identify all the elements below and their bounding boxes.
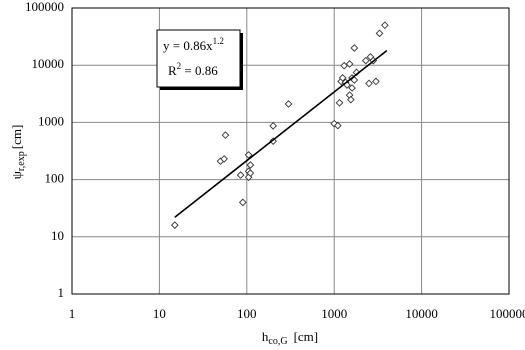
x-title-sub: co,G	[268, 336, 287, 347]
data-point	[333, 121, 342, 130]
data-point	[352, 68, 361, 77]
data-point	[361, 56, 370, 65]
data-point	[381, 21, 389, 30]
x-tick-label: 10	[153, 306, 166, 321]
x-tick-label: 10000	[405, 306, 438, 321]
annotation-sup: 2	[177, 61, 182, 71]
y-title-unit: [cm]	[9, 125, 24, 150]
x-title-main: h	[262, 329, 269, 344]
annotation-line: R2 = 0.86	[168, 61, 218, 78]
data-point	[375, 29, 384, 38]
data-point	[365, 79, 373, 88]
data-point	[335, 98, 344, 107]
y-title-main: ψ	[9, 171, 24, 179]
y-tick-label: 10000	[32, 56, 65, 71]
annotation-text: y = 0.86x	[163, 38, 213, 53]
x-title-unit: [cm]	[294, 329, 319, 344]
y-axis-title: ψr,exp[cm]	[9, 125, 27, 180]
x-tick-label: 100000	[490, 306, 525, 321]
data-point	[244, 151, 253, 159]
trend-line	[174, 49, 388, 218]
y-tick-label: 10	[51, 228, 64, 243]
data-point	[345, 60, 354, 68]
x-tick-label: 1000	[321, 306, 347, 321]
data-point	[348, 84, 356, 92]
data-point	[220, 155, 228, 163]
data-point	[170, 221, 179, 229]
data-point	[350, 76, 359, 84]
data-point	[372, 77, 380, 86]
data-point	[338, 74, 347, 82]
y-tick-label: 100000	[25, 0, 64, 14]
annotation-text: = 0.86	[181, 63, 218, 78]
data-point	[221, 131, 230, 139]
annotation-sup: 1.2	[213, 36, 224, 46]
annotation-line: y = 0.86x1.2	[163, 36, 224, 53]
plot-border	[71, 7, 510, 295]
data-point	[246, 169, 255, 177]
annotation-box	[156, 29, 241, 88]
data-point	[350, 44, 359, 52]
data-point	[340, 61, 348, 70]
data-point	[346, 95, 355, 104]
x-tick-label: 100	[237, 306, 257, 321]
data-point	[269, 122, 277, 130]
x-axis-title: hco,G [cm]	[262, 329, 318, 347]
x-tick-label: 1	[69, 306, 76, 321]
data-point	[238, 198, 247, 207]
annotation-text: R	[168, 63, 177, 78]
y-title-sub: r,exp	[16, 151, 27, 171]
y-tick-label: 1000	[38, 113, 64, 128]
y-tick-label: 100	[45, 171, 65, 186]
data-point	[284, 100, 293, 108]
data-point	[246, 161, 255, 169]
data-point	[236, 171, 245, 179]
y-tick-label: 1	[58, 285, 65, 300]
